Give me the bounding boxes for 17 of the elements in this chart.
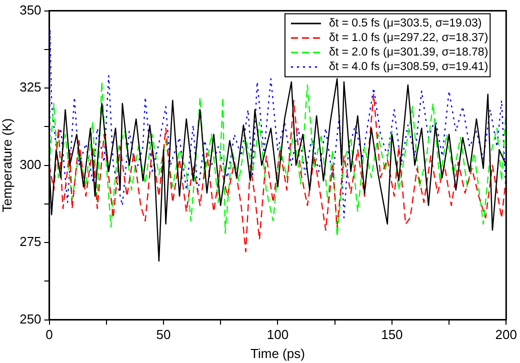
legend-label: δt = 4.0 fs (μ=308.59, σ=19.41): [328, 61, 488, 74]
y-tick-label: 300: [20, 156, 42, 172]
x-tick-label: 150: [381, 327, 403, 342]
y-axis-title: Temperature (K): [0, 118, 14, 212]
x-axis-title: Time (ps): [250, 346, 305, 361]
y-tick-label: 350: [20, 2, 42, 18]
x-tick-label: 50: [156, 327, 171, 342]
legend-label: δt = 0.5 fs (μ=303.5, σ=19.03): [328, 18, 482, 30]
x-tick-label: 0: [46, 327, 53, 342]
legend-label: δt = 2.0 fs (μ=301.39, σ=18.78): [328, 46, 488, 59]
legend-label: δt = 1.0 fs (μ=297.22, σ=18.37): [328, 32, 488, 44]
y-tick-label: 250: [20, 311, 42, 326]
line-series: [49, 81, 506, 237]
x-tick-label: 100: [266, 327, 289, 342]
y-tick-label: 275: [20, 234, 42, 250]
y-tick-label: 325: [20, 80, 42, 95]
x-tick-label: 200: [495, 327, 518, 342]
